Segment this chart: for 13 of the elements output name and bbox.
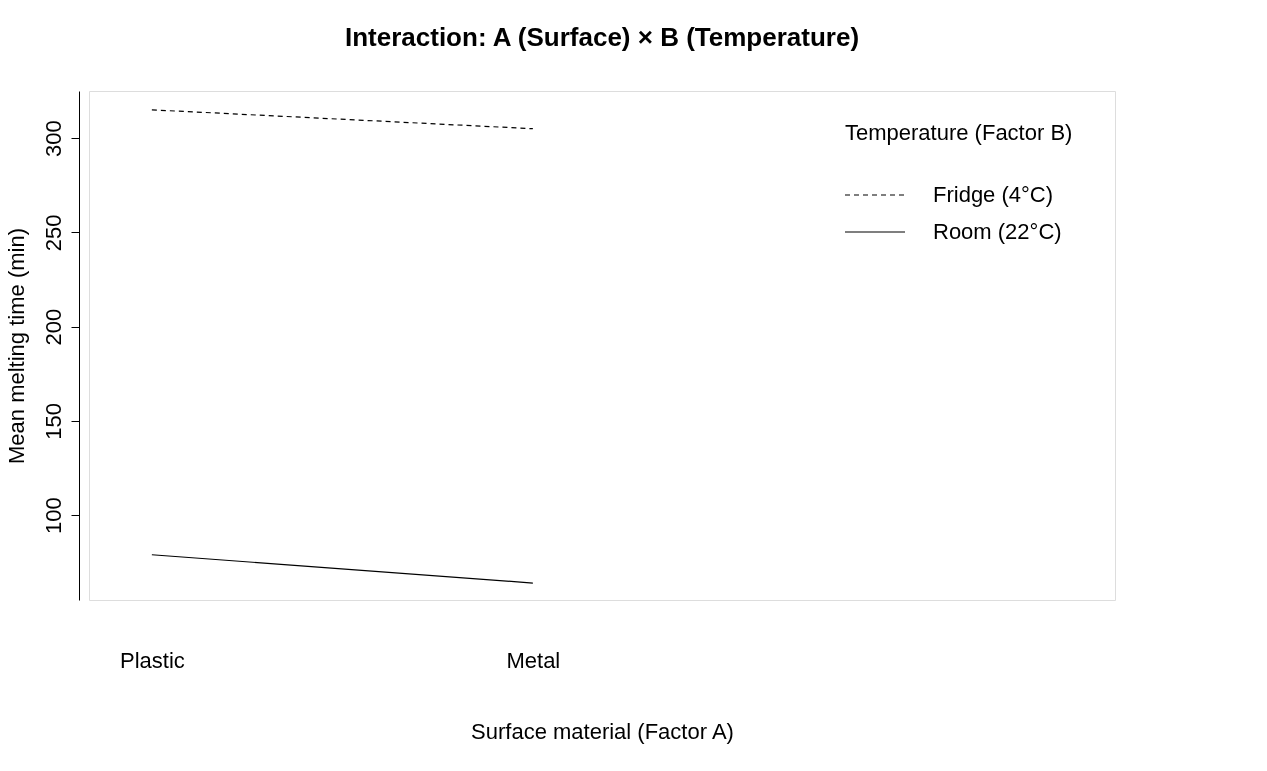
y-tick-label: 200 [40,308,66,346]
y-axis-title: Mean melting time (min) [3,228,29,464]
x-tick-label: Plastic [119,647,185,673]
legend-label: Fridge (4°C) [933,182,1054,207]
x-axis-title: Surface material (Factor A) [471,718,734,744]
y-tick-label: 250 [40,214,66,252]
legend-label: Room (22°C) [933,219,1062,244]
legend-title: Temperature (Factor B) [845,120,1073,145]
y-tick-label: 150 [40,403,66,440]
y-tick-label: 300 [40,120,66,157]
chart-title: Interaction: A (Surface) × B (Temperature) [344,22,860,52]
x-tick-label: Metal [506,647,561,673]
y-tick-label: 100 [40,497,66,535]
